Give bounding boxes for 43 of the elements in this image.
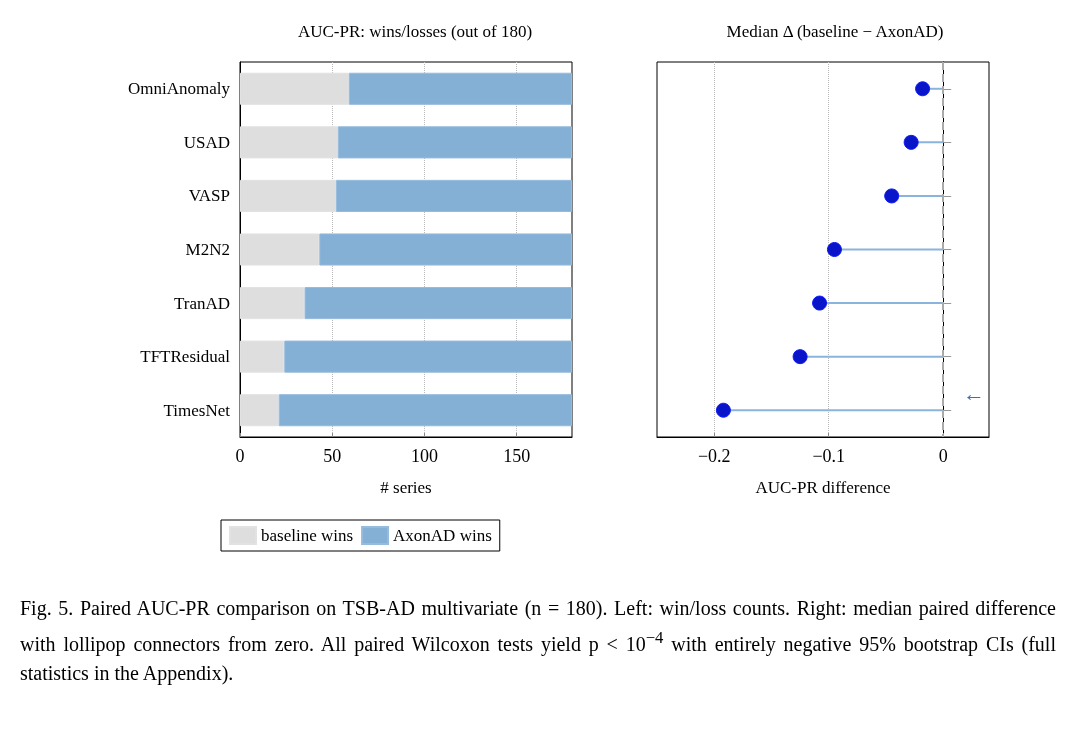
y-tick-label: TranAD — [173, 293, 230, 313]
x-tick-label: −0.2 — [697, 446, 731, 466]
y-tick-label: TimesNet — [163, 400, 231, 420]
bar — [337, 126, 572, 159]
y-tick-label: TFTResidual — [140, 347, 231, 367]
bar — [240, 340, 285, 373]
x-tick-label: 150 — [503, 446, 531, 466]
x-tick-label: −0.1 — [812, 446, 846, 466]
bar — [240, 394, 279, 427]
y-tick-label: M2N2 — [185, 240, 230, 259]
bar — [240, 179, 336, 212]
bar — [240, 233, 320, 266]
legend-label: baseline wins — [261, 526, 354, 545]
point — [715, 402, 731, 418]
chart-title: AUC-PR: wins/losses (out of 180) — [297, 22, 533, 41]
bar — [278, 394, 572, 427]
bar — [240, 126, 338, 159]
y-tick-label: VASP — [188, 186, 230, 206]
point — [826, 242, 842, 257]
x-tick-label: 50 — [323, 446, 342, 466]
point — [792, 349, 808, 365]
y-tick-label: USAD — [183, 132, 230, 152]
bar — [304, 287, 572, 320]
bar — [335, 179, 572, 212]
annotation: ← — [963, 380, 985, 406]
bar — [319, 233, 572, 266]
y-tick-label: OmniAnomaly — [128, 79, 231, 99]
bar — [348, 72, 572, 105]
x-axis-title: AUC-PR difference — [755, 478, 891, 497]
bar — [240, 72, 349, 105]
chart-title: Median Δ (baseline − AxonAD) — [726, 22, 944, 41]
point — [903, 134, 919, 150]
point — [915, 81, 931, 97]
x-tick-label: 0 — [235, 446, 245, 466]
bar — [240, 287, 305, 320]
legend-label: AxonAD wins — [393, 526, 492, 545]
bar — [284, 340, 572, 373]
x-tick-label: 0 — [938, 446, 948, 466]
x-axis-title: # series — [380, 478, 432, 497]
point — [884, 188, 900, 204]
x-tick-label: 100 — [410, 446, 438, 466]
point — [812, 295, 828, 311]
text: Fig. 5. Paired AUC-PR comparison on TSB-AD multivariate (n = 180). Left: win/loss counts. Right: median paired difference with lollipop connectors from zero. All paired Wilcoxon tests yield p < 10$^{−4}$ with entirely negative 95% bootstrap CIs (full statistics in the Appendix). — [20, 597, 1056, 684]
